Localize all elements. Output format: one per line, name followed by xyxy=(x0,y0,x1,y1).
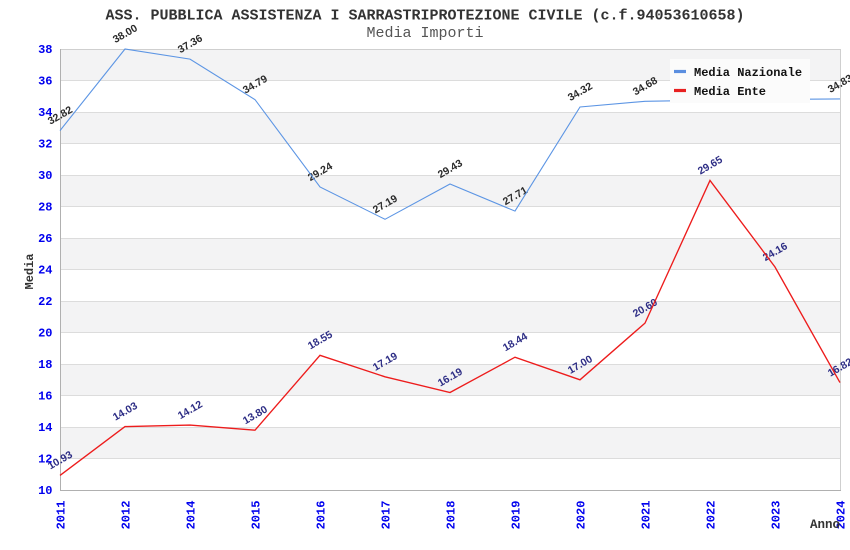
svg-text:26: 26 xyxy=(38,232,52,246)
svg-text:2021: 2021 xyxy=(640,501,654,530)
svg-text:32: 32 xyxy=(38,138,52,152)
svg-text:18: 18 xyxy=(38,358,52,372)
svg-text:24: 24 xyxy=(38,264,52,278)
svg-text:Media: Media xyxy=(23,253,37,289)
svg-text:2014: 2014 xyxy=(185,501,199,530)
svg-text:2015: 2015 xyxy=(250,501,264,530)
svg-text:2016: 2016 xyxy=(315,501,329,530)
svg-text:34.32: 34.32 xyxy=(566,80,595,104)
svg-text:10: 10 xyxy=(38,484,52,498)
svg-text:2022: 2022 xyxy=(705,501,719,530)
svg-text:36: 36 xyxy=(38,75,52,89)
svg-text:Media Ente: Media Ente xyxy=(694,85,766,99)
svg-text:34: 34 xyxy=(38,106,52,120)
svg-text:30: 30 xyxy=(38,169,52,183)
svg-text:38: 38 xyxy=(38,43,52,57)
svg-text:Anno: Anno xyxy=(810,518,840,532)
svg-text:Media Importi: Media Importi xyxy=(366,25,483,42)
svg-text:14.03: 14.03 xyxy=(111,400,140,424)
svg-text:2024: 2024 xyxy=(835,501,849,530)
svg-text:12: 12 xyxy=(38,453,52,467)
svg-text:2023: 2023 xyxy=(770,501,784,530)
svg-text:2019: 2019 xyxy=(510,501,524,530)
svg-text:14.12: 14.12 xyxy=(176,398,205,422)
svg-text:2020: 2020 xyxy=(575,501,589,530)
svg-text:38.00: 38.00 xyxy=(111,22,140,46)
svg-text:2012: 2012 xyxy=(120,501,134,530)
svg-text:29.65: 29.65 xyxy=(696,154,725,178)
svg-text:2018: 2018 xyxy=(445,501,459,530)
svg-text:20: 20 xyxy=(38,327,52,341)
svg-text:2011: 2011 xyxy=(55,501,69,530)
svg-text:ASS. PUBBLICA ASSISTENZA I SAR: ASS. PUBBLICA ASSISTENZA I SARRASTRIPROT… xyxy=(105,8,744,25)
svg-text:16.82: 16.82 xyxy=(826,356,850,380)
svg-text:Media Nazionale: Media Nazionale xyxy=(694,66,802,80)
svg-text:16: 16 xyxy=(38,390,52,404)
svg-text:14: 14 xyxy=(38,421,52,435)
svg-text:28: 28 xyxy=(38,201,52,215)
svg-text:13.80: 13.80 xyxy=(241,403,270,427)
svg-text:22: 22 xyxy=(38,295,52,309)
svg-text:2017: 2017 xyxy=(380,501,394,530)
svg-text:18.44: 18.44 xyxy=(501,330,530,354)
